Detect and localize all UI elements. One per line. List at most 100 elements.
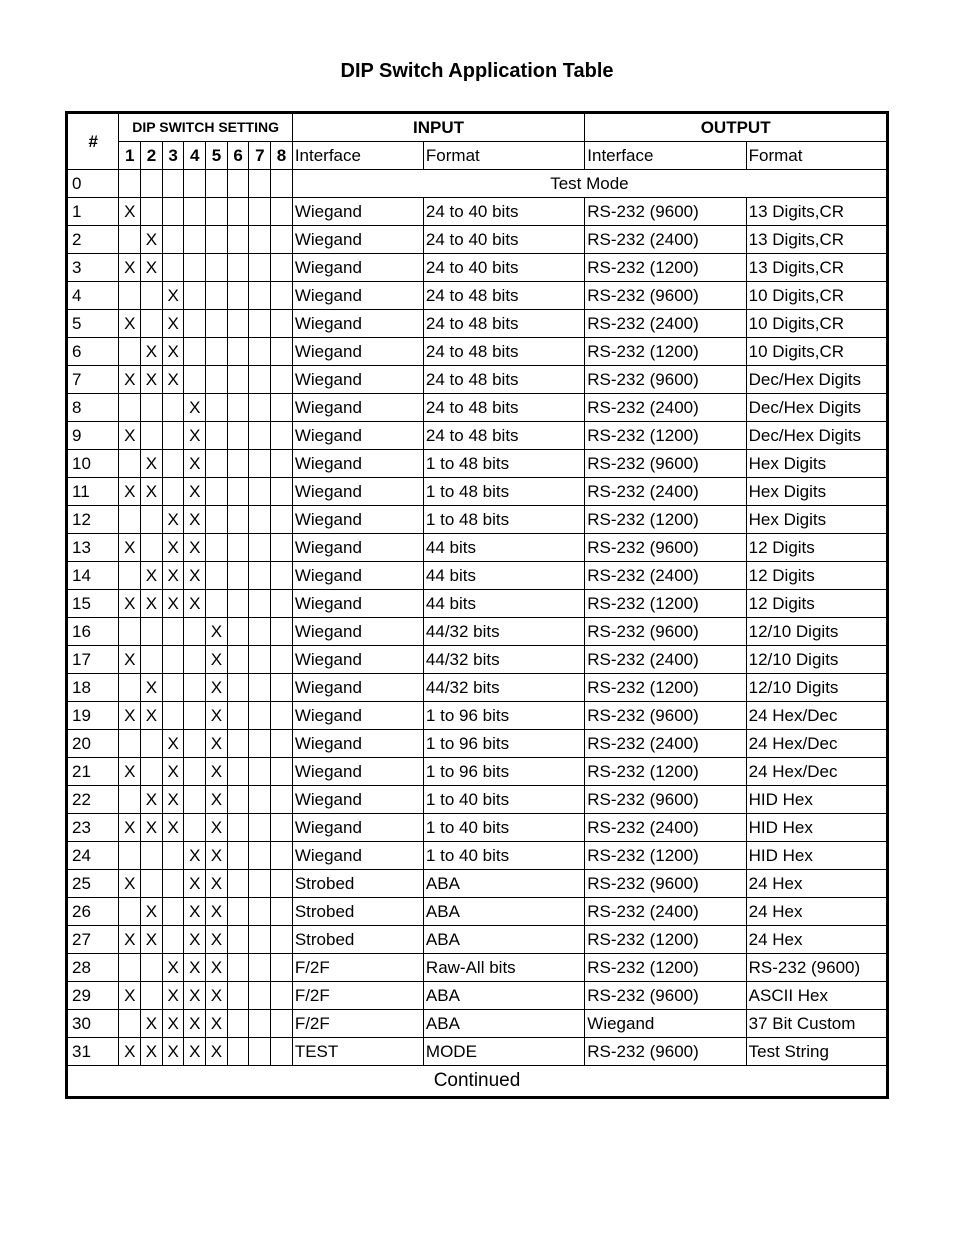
- dip-cell: [206, 282, 228, 310]
- input-interface: Wiegand: [292, 786, 423, 814]
- dip-cell: [271, 506, 293, 534]
- dip-cell: X: [162, 590, 184, 618]
- dip-cell: [227, 282, 249, 310]
- dip-cell: X: [119, 422, 141, 450]
- input-format: ABA: [423, 870, 584, 898]
- output-format: HID Hex: [746, 814, 887, 842]
- dip-cell: X: [119, 702, 141, 730]
- output-interface: RS-232 (9600): [585, 450, 746, 478]
- dip-cell: [227, 1038, 249, 1066]
- continued-label: Continued: [67, 1066, 888, 1098]
- input-interface: Wiegand: [292, 618, 423, 646]
- dip-cell: X: [119, 814, 141, 842]
- dip-cell: X: [206, 954, 228, 982]
- dip-switch-table: # DIP SWITCH SETTING INPUT OUTPUT 1 2 3 …: [65, 111, 889, 1099]
- dip-cell: [249, 870, 271, 898]
- hdr-input-fmt: Format: [423, 142, 584, 170]
- dip-cell: [119, 1010, 141, 1038]
- dip-cell: X: [184, 590, 206, 618]
- row-num: 23: [67, 814, 119, 842]
- dip-cell: X: [206, 702, 228, 730]
- table-row: 26XXXStrobedABARS-232 (2400)24 Hex: [67, 898, 888, 926]
- table-row: 23XXXXWiegand1 to 40 bitsRS-232 (2400)HI…: [67, 814, 888, 842]
- dip-cell: X: [162, 758, 184, 786]
- dip-cell: [227, 982, 249, 1010]
- dip-cell: [249, 478, 271, 506]
- dip-cell: [206, 198, 228, 226]
- row-num: 22: [67, 786, 119, 814]
- input-interface: Wiegand: [292, 562, 423, 590]
- output-interface: RS-232 (1200): [585, 926, 746, 954]
- table-row: 18XXWiegand44/32 bitsRS-232 (1200)12/10 …: [67, 674, 888, 702]
- dip-cell: [249, 786, 271, 814]
- dip-cell: [141, 618, 163, 646]
- dip-cell: [271, 954, 293, 982]
- dip-cell: [162, 198, 184, 226]
- dip-cell: [184, 310, 206, 338]
- dip-cell: [271, 1038, 293, 1066]
- dip-cell: [141, 310, 163, 338]
- input-interface: Strobed: [292, 870, 423, 898]
- dip-cell: [162, 842, 184, 870]
- test-mode-cell: Test Mode: [292, 170, 887, 198]
- hdr-output-fmt: Format: [746, 142, 887, 170]
- dip-cell: X: [162, 310, 184, 338]
- dip-cell: [206, 562, 228, 590]
- output-interface: RS-232 (9600): [585, 786, 746, 814]
- input-format: 24 to 40 bits: [423, 226, 584, 254]
- table-row: 30XXXXF/2FABAWiegand37 Bit Custom: [67, 1010, 888, 1038]
- dip-cell: X: [141, 254, 163, 282]
- dip-cell: [271, 394, 293, 422]
- dip-cell: X: [141, 898, 163, 926]
- input-interface: Wiegand: [292, 422, 423, 450]
- dip-cell: [162, 450, 184, 478]
- input-interface: Wiegand: [292, 254, 423, 282]
- hdr-sw-2: 2: [141, 142, 163, 170]
- dip-cell: [249, 562, 271, 590]
- dip-cell: [184, 338, 206, 366]
- dip-cell: [271, 758, 293, 786]
- hdr-num: #: [67, 113, 119, 170]
- output-format: Hex Digits: [746, 478, 887, 506]
- input-interface: Wiegand: [292, 646, 423, 674]
- dip-cell: X: [206, 870, 228, 898]
- input-format: ABA: [423, 1010, 584, 1038]
- row-num: 11: [67, 478, 119, 506]
- dip-cell: [271, 450, 293, 478]
- dip-cell: [271, 730, 293, 758]
- output-interface: RS-232 (2400): [585, 730, 746, 758]
- row-num: 5: [67, 310, 119, 338]
- input-format: 44/32 bits: [423, 618, 584, 646]
- row-num: 6: [67, 338, 119, 366]
- dip-cell: X: [206, 730, 228, 758]
- input-format: MODE: [423, 1038, 584, 1066]
- row-num: 28: [67, 954, 119, 982]
- dip-cell: [271, 646, 293, 674]
- table-row: 9XXWiegand24 to 48 bitsRS-232 (1200)Dec/…: [67, 422, 888, 450]
- dip-cell: [119, 674, 141, 702]
- dip-cell: [141, 422, 163, 450]
- dip-cell: [141, 842, 163, 870]
- dip-cell: [271, 898, 293, 926]
- dip-cell: X: [141, 1038, 163, 1066]
- input-interface: Wiegand: [292, 674, 423, 702]
- dip-cell: [227, 338, 249, 366]
- input-interface: F/2F: [292, 982, 423, 1010]
- output-interface: Wiegand: [585, 1010, 746, 1038]
- dip-cell: X: [206, 982, 228, 1010]
- dip-cell: [227, 758, 249, 786]
- dip-cell: [141, 982, 163, 1010]
- dip-cell: X: [162, 338, 184, 366]
- table-row: 2XWiegand24 to 40 bitsRS-232 (2400)13 Di…: [67, 226, 888, 254]
- dip-cell: [162, 254, 184, 282]
- dip-cell: [141, 506, 163, 534]
- row-num: 19: [67, 702, 119, 730]
- dip-cell: X: [141, 814, 163, 842]
- dip-cell: [206, 394, 228, 422]
- dip-cell: X: [206, 646, 228, 674]
- dip-cell: [162, 702, 184, 730]
- output-interface: RS-232 (2400): [585, 226, 746, 254]
- dip-cell: [271, 562, 293, 590]
- input-format: 24 to 40 bits: [423, 254, 584, 282]
- row-num: 21: [67, 758, 119, 786]
